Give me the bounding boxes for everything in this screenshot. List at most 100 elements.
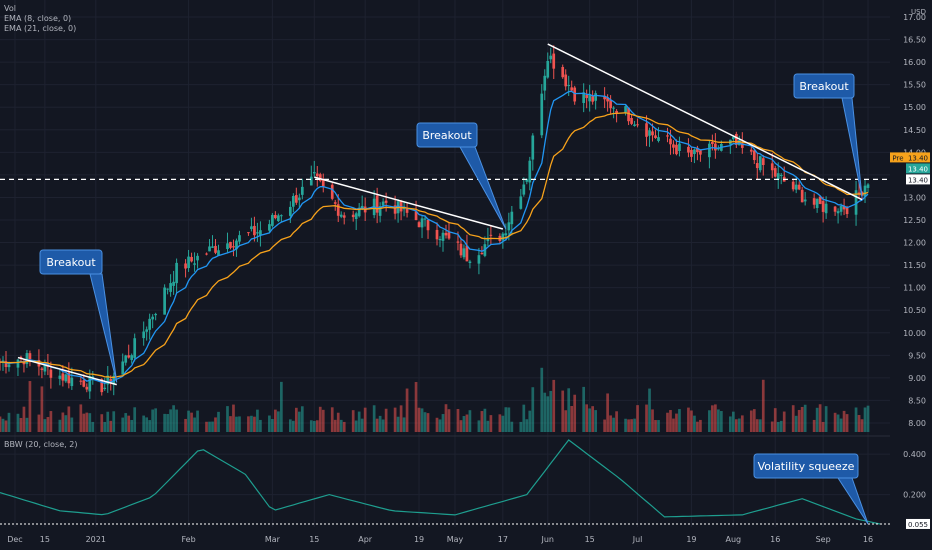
callout-text: Breakout: [46, 256, 96, 269]
candle-body: [734, 133, 738, 145]
volume-bar: [564, 410, 568, 432]
volume-bar: [791, 405, 795, 432]
volume-bar: [606, 393, 609, 432]
volume-bar: [417, 407, 421, 432]
candle-body: [163, 287, 166, 315]
price-tick-label: 14.50: [903, 126, 926, 135]
volume-bar: [504, 407, 508, 432]
callout-pointer: [89, 273, 118, 383]
volume-bar: [211, 421, 214, 432]
candle-body: [109, 378, 113, 384]
time-tick-label: 16: [770, 535, 780, 544]
time-tick-label: Mar: [265, 535, 281, 544]
volume-bar: [420, 408, 424, 432]
volume-bar: [648, 388, 651, 432]
volume-bar: [636, 405, 639, 432]
price-tick-label: 13.00: [903, 193, 926, 202]
candle-body: [812, 198, 816, 205]
volume-bar: [351, 410, 355, 432]
candle-body: [773, 168, 777, 177]
candle-body: [330, 184, 334, 199]
time-tick-label: Dec: [7, 535, 22, 544]
candle-body: [755, 163, 759, 169]
volume-bar: [609, 415, 612, 432]
volume-bar: [0, 416, 2, 432]
ema-lines: [0, 90, 869, 385]
volume-bar: [863, 407, 867, 432]
price-tick-label: 8.00: [908, 419, 926, 428]
candle-body: [280, 215, 283, 217]
volume-bar: [259, 419, 262, 432]
candle-body: [669, 138, 672, 145]
candle-body: [172, 281, 175, 286]
ema21-line: [0, 112, 869, 379]
candle-body: [321, 178, 325, 187]
volume-bar: [839, 418, 843, 432]
bbw-line: [0, 439, 881, 525]
volume-bar: [205, 421, 208, 432]
volume-bar: [561, 390, 565, 432]
volume-bar: [142, 415, 146, 432]
candle-body: [465, 245, 469, 262]
candle-body: [519, 196, 523, 209]
volume-bar: [288, 419, 292, 432]
volume-bar: [624, 418, 627, 432]
volume-bar: [588, 408, 592, 432]
volume-bar: [779, 420, 783, 432]
time-tick-label: Feb: [181, 535, 195, 544]
candle-body: [420, 218, 424, 228]
candle-body: [217, 250, 220, 256]
volume-bar: [690, 410, 693, 432]
volume-bar: [657, 420, 660, 432]
candle-body: [85, 386, 89, 390]
candle-body: [633, 124, 636, 126]
candle-body: [567, 85, 571, 87]
candle-body: [166, 288, 169, 290]
volume-bar: [737, 418, 741, 432]
time-tick-label: 15: [585, 535, 595, 544]
volume-bar: [675, 413, 678, 432]
volume-bar: [711, 405, 714, 432]
candle-body: [378, 206, 382, 216]
volume-bar: [540, 367, 544, 432]
legend-ema8[interactable]: EMA (8, close, 0): [4, 14, 72, 23]
candle-body: [19, 356, 23, 359]
time-tick-label: Aug: [726, 535, 742, 544]
volume-bar: [321, 409, 325, 432]
candle-body: [459, 243, 463, 256]
ema8-line: [0, 90, 869, 385]
volume-bar: [651, 409, 654, 432]
volume-bar: [435, 417, 439, 432]
legend-bbw[interactable]: BBW (20, close, 2): [4, 440, 78, 449]
candle-body: [549, 55, 553, 60]
volume-bar: [794, 415, 798, 432]
candle-body: [336, 204, 340, 216]
volume-bars: [0, 367, 870, 432]
candle-body: [196, 255, 199, 261]
candle-body: [791, 181, 795, 190]
legend-ema21[interactable]: EMA (21, close, 0): [4, 24, 77, 33]
volume-bar: [519, 421, 523, 432]
candle-body: [582, 92, 586, 103]
candle-body: [58, 375, 62, 379]
volume-bar: [175, 409, 178, 432]
candle-body: [399, 200, 403, 212]
candle-body: [417, 222, 421, 228]
volume-bar: [112, 411, 116, 432]
legend-vol[interactable]: Vol: [4, 4, 16, 13]
callout-text: Volatility squeeze: [758, 460, 855, 473]
volume-bar: [106, 411, 110, 432]
candle-body: [863, 185, 867, 197]
volume-bar: [812, 419, 816, 432]
volume-bar: [336, 412, 340, 432]
price-tick-label: 11.50: [903, 261, 926, 270]
volume-bar: [468, 410, 472, 432]
volume-bar: [717, 409, 720, 432]
time-axis: Dec 15 2021 Feb Mar 15 Apr 19 May 17 Jun 15 Jul 19 Aug…: [7, 535, 873, 544]
volume-bar: [612, 417, 615, 432]
candle-body: [154, 313, 157, 316]
candle-body: [591, 96, 594, 102]
volume-bar: [773, 408, 777, 432]
volume-bar: [633, 418, 636, 432]
